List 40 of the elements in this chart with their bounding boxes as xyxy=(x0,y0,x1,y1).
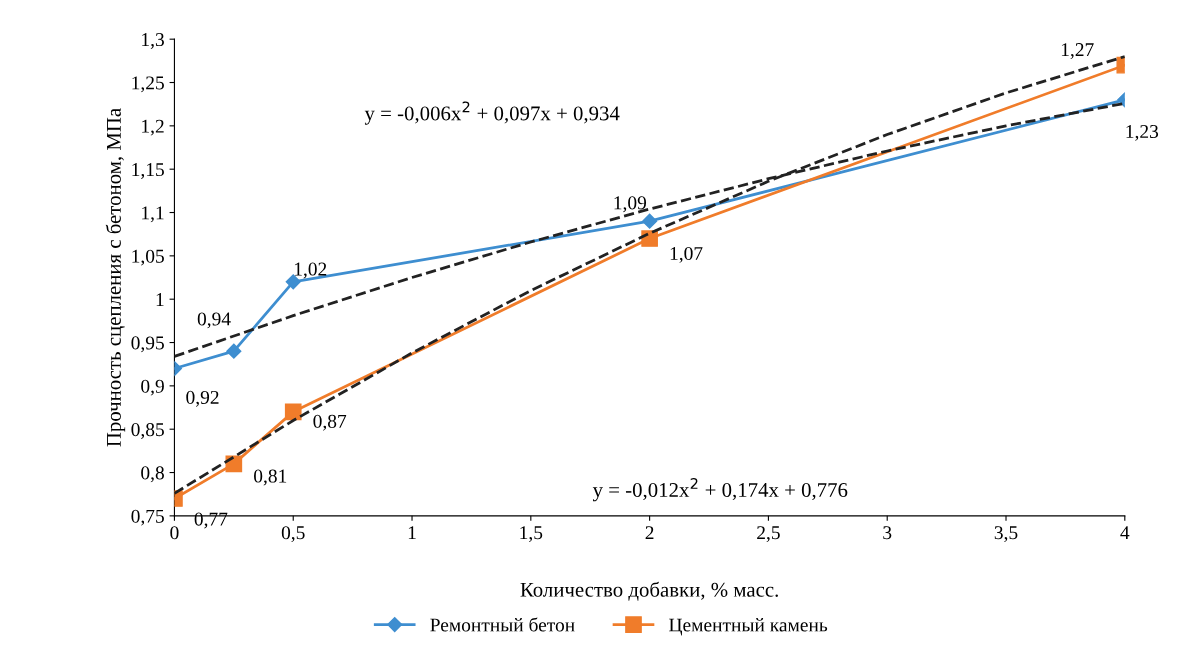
point xyxy=(642,213,658,229)
x-tick-label: 1 xyxy=(408,526,416,540)
annotation: y = -0,012x$^{2}$ + 0,174x + 0,776 xyxy=(592,478,848,502)
y-tick-label: 1,15 xyxy=(132,163,164,179)
legend-label: Цементный камень xyxy=(669,618,828,636)
data-label: 1,02 xyxy=(294,262,327,279)
y-tick-label: 0,8 xyxy=(141,466,164,483)
data-label: 1,07 xyxy=(670,246,703,263)
x-tick-label: 4 xyxy=(1120,526,1130,540)
y-tick-label: 0,75 xyxy=(131,509,164,526)
y-tick-label: 1,2 xyxy=(142,119,164,136)
y-tick-label: 1,05 xyxy=(132,249,164,266)
data-label: 1,09 xyxy=(614,196,647,213)
y-tick-label: 1,3 xyxy=(142,33,164,49)
point xyxy=(226,343,242,359)
x-tick-label: 3 xyxy=(883,526,892,540)
y-tick-label: 0,95 xyxy=(131,336,164,353)
data-label: 0,87 xyxy=(313,414,347,431)
x-axis-title: Количество добавки, % масс. xyxy=(520,581,778,601)
y-tick-label: 1 xyxy=(156,293,164,306)
data-label: 1,27 xyxy=(1061,43,1094,59)
x-tick-label: 0 xyxy=(170,526,179,540)
data-label: 0,77 xyxy=(194,512,228,529)
legend-label: Ремонтный бетон xyxy=(430,617,575,632)
x-tick-label: 2 xyxy=(645,526,654,540)
x-tick-label: 2,5 xyxy=(757,526,780,543)
data-label: 0,81 xyxy=(254,469,287,486)
x-tick-label: 3,5 xyxy=(994,526,1018,543)
y-axis-title: Прочность сцепления с бетоном, МПа xyxy=(105,108,126,447)
point xyxy=(284,403,302,421)
y-tick-label: 0,9 xyxy=(141,379,164,396)
data-label: 1,23 xyxy=(1126,124,1159,141)
y-tick-label: 1,1 xyxy=(142,206,164,223)
data-label: 0,92 xyxy=(186,390,219,407)
data-label: 0,94 xyxy=(197,312,231,329)
y-tick-label: 1,25 xyxy=(132,76,164,93)
x-tick-label: 1,5 xyxy=(520,526,543,543)
x-tick-label: 0,5 xyxy=(281,526,305,543)
annotation: y = -0,006x$^{2}$ + 0,097x + 0,934 xyxy=(364,101,620,125)
y-tick-label: 0,85 xyxy=(131,423,164,439)
